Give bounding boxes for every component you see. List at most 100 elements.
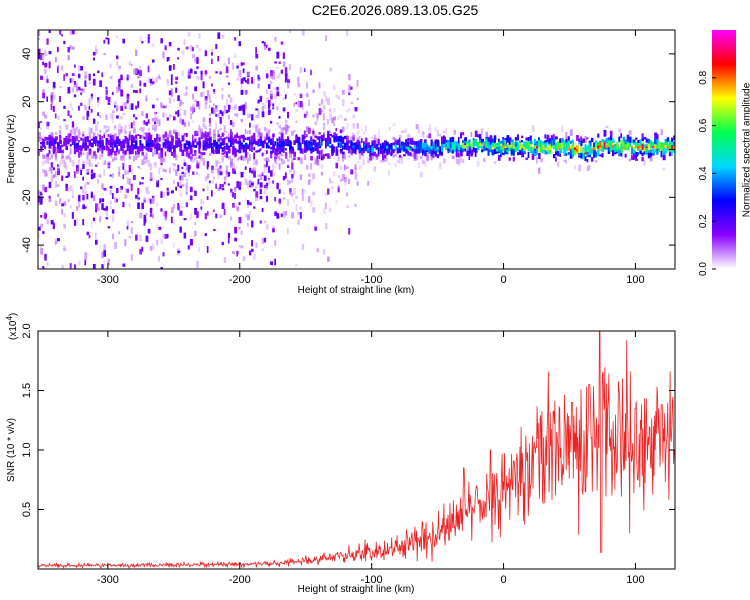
spectrogram-cell [194,221,197,225]
spectrogram-cell [69,133,72,137]
spectrogram-cell [67,199,70,202]
spectrogram-cell [208,130,211,138]
spectrogram-cell [204,98,208,105]
spectrogram-cell [69,104,73,109]
spectrogram-cell [114,197,117,203]
spectrogram-cell [206,185,209,191]
spectrogram-cell [571,143,575,150]
spectrogram-cell [413,154,417,161]
spectrogram-cell [419,143,423,148]
spectrogram-cell [120,105,124,111]
spectrogram-cell [71,30,75,35]
spectrogram-cell [422,131,425,138]
spectrogram-cell [69,205,72,209]
spectrogram-cell [434,141,437,148]
spectrogram-cell [597,143,600,149]
spectrogram-cell [69,45,72,50]
spectrogram-cell [242,105,246,112]
spectrogram-cell [590,157,594,162]
spectrogram-cell [658,149,660,152]
spectrogram-cell [82,131,85,136]
spectrogram-cell [346,143,349,148]
spectrogram-cell [139,166,142,170]
spectrogram-cell [403,129,406,133]
spectrogram-cell [405,127,408,133]
spectrogram-cell [213,149,215,154]
spectrogram-cell [436,147,439,150]
spectrogram-cell [232,168,235,174]
spectrogram-cell [145,157,148,163]
spectrogram-cell [173,241,175,249]
spectrogram-cell [103,39,106,44]
spectrogram-cell [116,198,118,203]
spectrogram-cell [400,156,403,160]
spectrogram-cell [291,146,294,151]
spectrogram-cell [491,138,494,144]
spectrogram-cell [149,163,152,170]
spectrogram-cell [61,67,64,72]
spectrogram-cell [301,138,304,145]
spectrogram-cell [90,128,93,134]
spectrogram-cell [206,132,210,137]
spectrogram-cell [546,135,549,142]
spectrogram-cell [133,90,136,93]
spectrogram-cell [301,103,304,110]
spectrogram-cell [97,100,100,107]
spectrogram-cell [344,178,347,186]
spectrogram-cell [333,132,336,136]
spectrogram-cell [495,143,499,147]
spectrogram-cell [658,141,661,149]
spectrogram-cell [287,111,289,119]
spectrogram-cell [662,167,666,171]
spectrogram-cell [177,164,180,172]
spectrogram-cell [447,148,450,152]
spectrogram-cell [276,141,279,148]
spectrogram-cell [221,116,225,120]
spectrogram-cell [86,145,89,149]
spectrogram-cell [487,137,490,142]
spectrogram-cell [234,226,237,234]
spectrogram-cell [476,160,480,167]
chart-title: C2E6.2026.089.13.05.G25 [312,2,479,18]
spectrogram-cell [631,145,634,150]
spectrogram-cell [92,151,95,158]
spectrogram-cell [371,136,373,140]
spectrogram-cell [225,109,229,114]
spectrogram-cell [249,113,252,118]
spectrogram-cell [270,94,273,100]
spectrogram-cell [232,138,235,144]
spectrogram-cell [270,261,273,266]
spectrogram-cell [139,88,142,94]
spectrogram-cell [137,187,140,195]
spectrogram-cell [297,219,300,225]
spectrogram-cell [643,148,646,151]
spectrogram-cell [424,147,427,153]
spectrogram-cell [44,68,47,75]
spectrogram-cell [42,231,45,234]
spectrogram-cell [249,202,252,206]
spectrogram-cell [192,119,195,124]
spectrogram-cell [242,68,245,73]
spectrogram-cell [54,57,57,63]
spectrogram-cell [145,188,148,194]
spectrogram-cell [234,113,237,116]
spectrogram-cell [57,146,60,149]
spectrogram-cell [114,133,117,140]
spectrogram-cell [196,57,199,64]
spectrogram-cell [411,147,414,151]
spectrogram-cell [236,158,240,161]
spectrogram-cell [344,135,347,140]
spectrogram-cell [333,85,336,90]
spectrogram-cell [130,122,133,129]
spectrogram-cell [162,137,166,141]
spectrogram-cell [563,140,566,145]
spectrogram-cell [44,212,47,220]
spectrogram-cell [280,133,284,140]
spectrogram-cell [295,263,298,267]
spectrogram-cell [464,148,467,152]
spectrogram-cell [455,149,458,156]
spectrogram-cell [550,140,553,146]
spectrogram-cell [219,136,222,141]
spectrogram-cell [215,122,217,129]
spectrogram-cell [71,46,75,50]
